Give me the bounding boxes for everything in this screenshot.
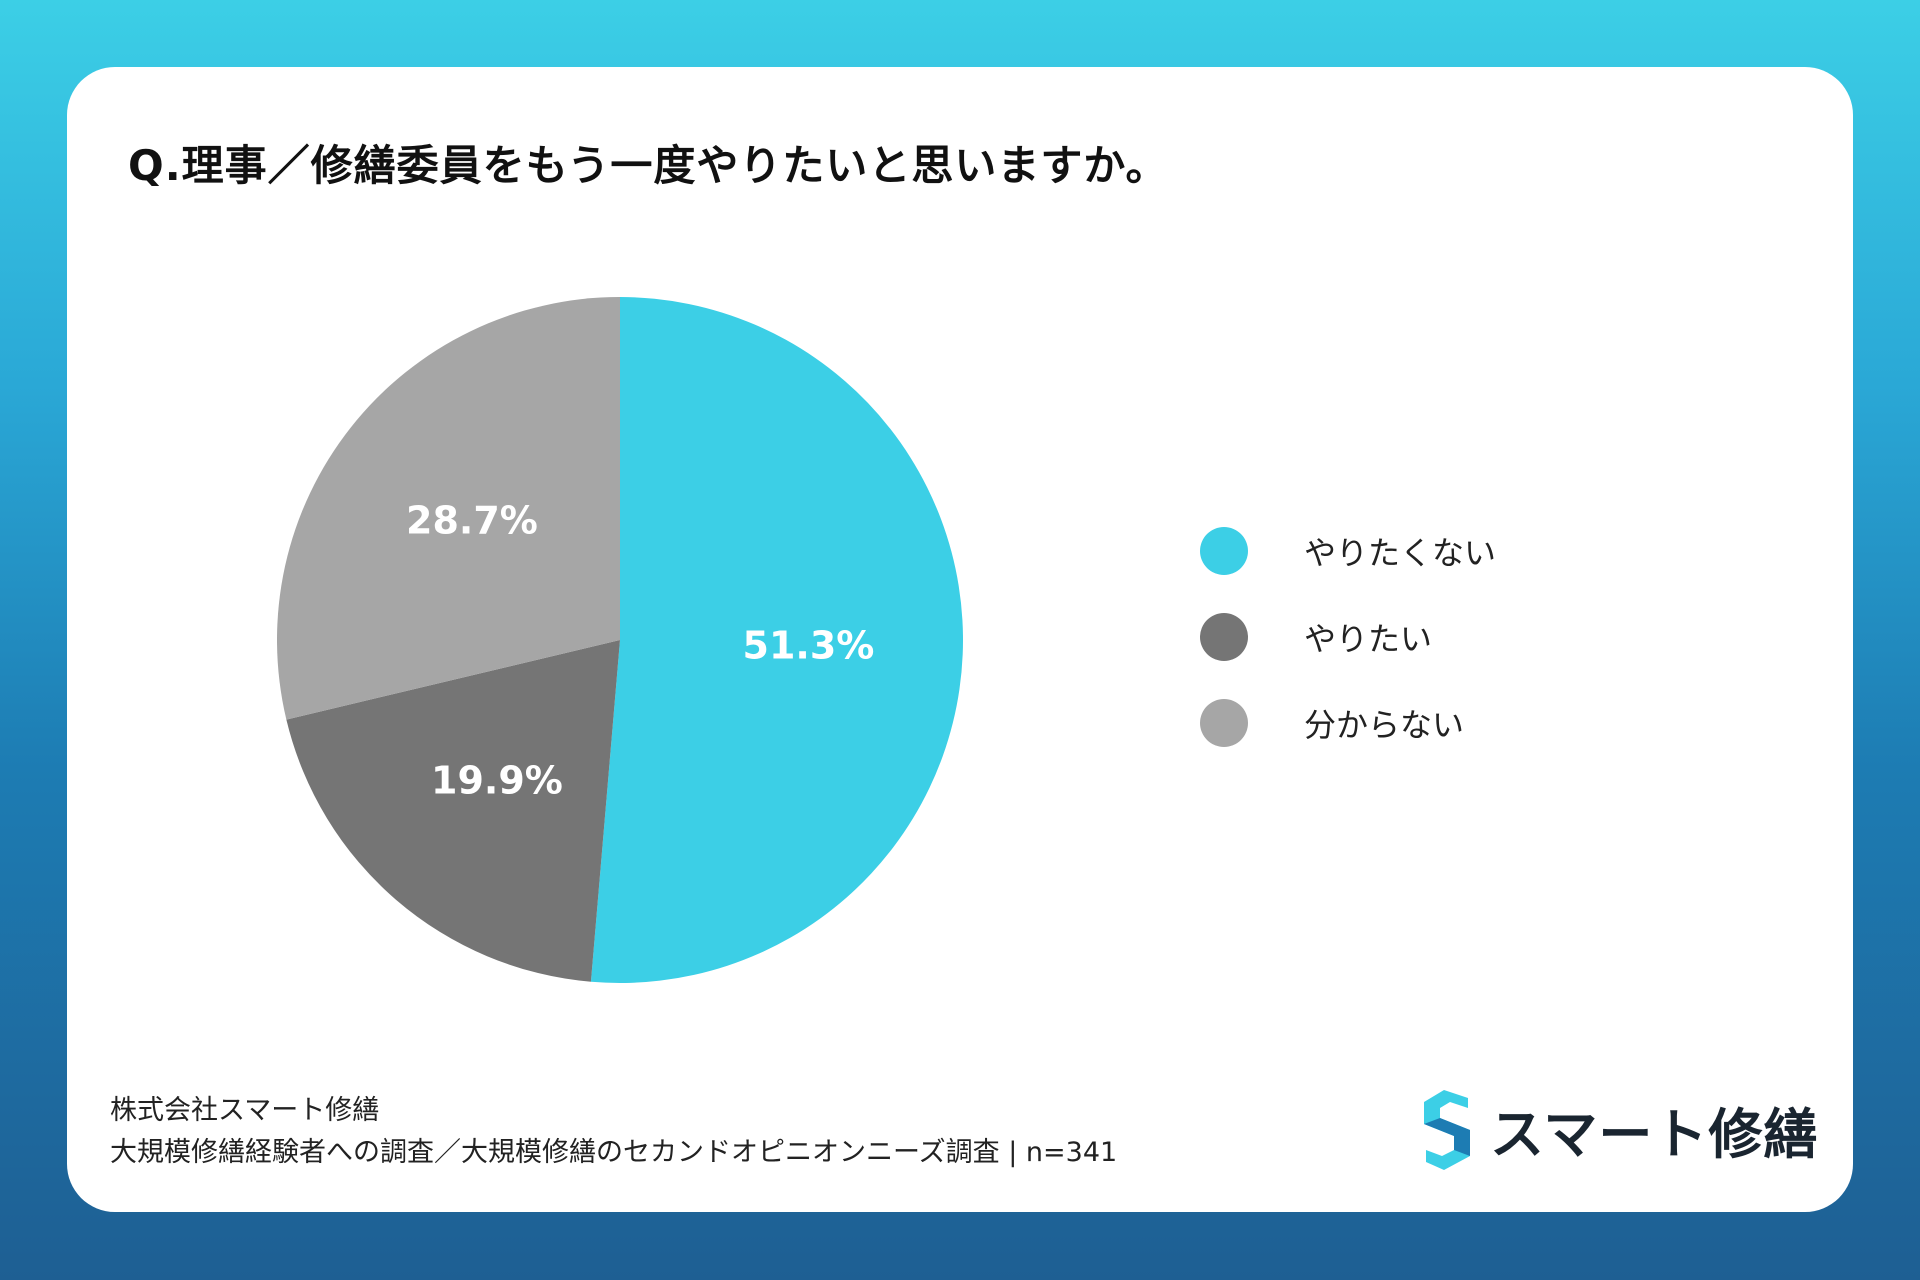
pie-data-label-1: 19.9% xyxy=(431,758,563,802)
footer-company: 株式会社スマート修繕 xyxy=(110,1095,380,1126)
legend-label: 分からない xyxy=(1304,706,1465,744)
pie-data-label-0: 51.3% xyxy=(743,624,875,668)
legend-label: やりたい xyxy=(1304,620,1433,658)
legend-item-wakaranai: 分からない xyxy=(1200,698,1496,748)
logo-text: スマート修繕 xyxy=(1490,1102,1819,1166)
legend-label: やりたくない xyxy=(1304,534,1497,572)
legend-item-yaritakunai: やりたくない xyxy=(1200,526,1496,576)
source-footer: 株式会社スマート修繕 大規模修繕経験者への調査／大規模修繕のセカンドオピニオンニ… xyxy=(110,1090,1117,1174)
legend-swatch xyxy=(1200,699,1248,747)
pie-slice-1 xyxy=(286,640,620,982)
legend-swatch xyxy=(1200,527,1248,575)
legend: やりたくない やりたい 分からない xyxy=(1200,526,1496,784)
s-logo-icon xyxy=(1424,1090,1470,1170)
chart-title: Q.理事／修繕委員をもう一度やりたいと思いますか。 xyxy=(128,141,1169,190)
legend-swatch xyxy=(1200,613,1248,661)
pie-data-label-2: 28.7% xyxy=(406,499,538,543)
footer-survey: 大規模修繕経験者への調査／大規模修繕のセカンドオピニオンニーズ調査 | n=34… xyxy=(110,1137,1118,1168)
pie-slice-0 xyxy=(590,297,963,983)
brand-logo: スマート修繕 xyxy=(1418,1086,1818,1172)
pie-slice-2 xyxy=(277,297,620,720)
pie-chart: 51.3% 19.9% 28.7% xyxy=(277,297,963,983)
legend-item-yaritai: やりたい xyxy=(1200,612,1496,662)
